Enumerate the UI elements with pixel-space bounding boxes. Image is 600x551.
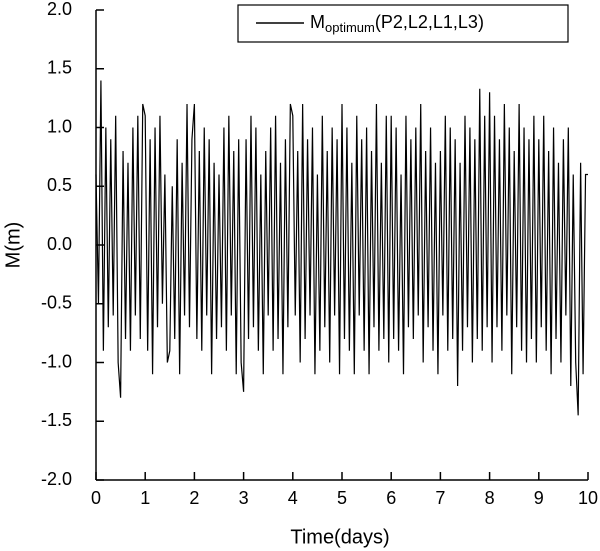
y-tick-label: -2.0 — [41, 469, 72, 489]
x-tick-label: 6 — [386, 488, 396, 508]
x-tick-label: 9 — [534, 488, 544, 508]
x-tick-label: 5 — [337, 488, 347, 508]
y-tick-label: 1.5 — [47, 58, 72, 78]
y-tick-label: -1.0 — [41, 351, 72, 371]
y-tick-label: -1.5 — [41, 410, 72, 430]
x-tick-label: 4 — [288, 488, 298, 508]
y-tick-label: -0.5 — [41, 293, 72, 313]
y-tick-label: 1.0 — [47, 116, 72, 136]
x-tick-label: 1 — [140, 488, 150, 508]
y-tick-label: 2.0 — [47, 0, 72, 19]
legend-label-main: M — [310, 12, 325, 32]
legend: Moptimum(P2,L2,L1,L3) — [256, 12, 484, 36]
data-line — [95, 80, 588, 416]
legend-label-subscript: optimum — [325, 20, 375, 35]
legend-label-suffix: (P2,L2,L1,L3) — [375, 12, 484, 32]
y-axis-label: M(m) — [2, 222, 24, 269]
x-tick-label: 2 — [189, 488, 199, 508]
legend-label: Moptimum(P2,L2,L1,L3) — [310, 12, 484, 36]
y-tick-label: 0.5 — [47, 175, 72, 195]
x-tick-label: 0 — [91, 488, 101, 508]
x-tick-label: 3 — [239, 488, 249, 508]
x-tick-label: 8 — [485, 488, 495, 508]
x-tick-label: 10 — [578, 488, 598, 508]
y-tick-label: 0.0 — [47, 234, 72, 254]
x-tick-label: 7 — [435, 488, 445, 508]
x-axis-label: Time(days) — [290, 526, 389, 548]
